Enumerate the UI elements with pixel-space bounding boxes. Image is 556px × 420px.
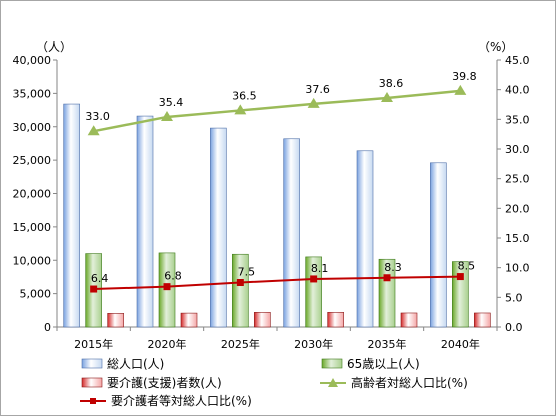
- data-label: 8.1: [311, 262, 329, 275]
- legend-label: 高齢者対総人口比(%): [351, 375, 468, 390]
- legend-label: 要介護者等対総人口比(%): [111, 393, 252, 408]
- bar-3: [180, 312, 198, 328]
- square-marker: [310, 275, 318, 283]
- bar-3: [400, 312, 418, 328]
- square-marker: [163, 283, 171, 291]
- x-tick-label: 2040年: [441, 337, 480, 351]
- triangle-marker: [161, 110, 173, 121]
- legend-marker: [328, 378, 338, 387]
- y-right-tick-label: 0.0: [505, 321, 523, 334]
- y-left-tick-label: 10,000: [13, 254, 52, 267]
- y-left-unit-label: （人）: [36, 40, 72, 54]
- data-label: 36.5: [232, 89, 257, 102]
- bar-3: [254, 312, 271, 328]
- data-label: 35.4: [159, 96, 184, 109]
- triangle-marker: [87, 125, 100, 136]
- triangle-marker: [381, 91, 393, 102]
- legend-label: 65歳以上(人): [347, 357, 420, 371]
- y-left-tick-label: 20,000: [13, 188, 52, 201]
- data-label: 37.6: [305, 83, 330, 96]
- y-right-tick-label: 5.0: [505, 291, 523, 304]
- triangle-marker: [307, 97, 320, 108]
- data-label: 38.6: [379, 77, 404, 90]
- y-left-tick-label: 15,000: [13, 221, 52, 234]
- bar-1: [430, 162, 447, 328]
- square-marker: [383, 274, 391, 282]
- data-label: 33.0: [85, 110, 110, 123]
- bar-2: [378, 258, 396, 328]
- bar-3: [327, 312, 344, 328]
- legend-swatch: [81, 358, 103, 369]
- legend-label: 要介護(支援)者数(人): [107, 375, 222, 390]
- y-left-tick-label: 0: [44, 321, 51, 334]
- y-right-tick-label: 35.0: [505, 113, 530, 126]
- legend-marker: [90, 398, 96, 404]
- data-label: 6.4: [91, 272, 109, 285]
- y-left-tick-label: 25,000: [13, 154, 52, 167]
- bar-3: [107, 313, 124, 328]
- data-label: 8.5: [458, 260, 476, 273]
- y-right-tick-label: 45.0: [505, 54, 530, 67]
- y-right-tick-label: 30.0: [505, 143, 530, 156]
- data-label: 6.8: [164, 270, 182, 283]
- x-tick-label: 2020年: [148, 337, 187, 351]
- data-label: 8.3: [384, 261, 402, 274]
- y-right-tick-label: 15.0: [505, 232, 530, 245]
- x-tick-label: 2015年: [74, 337, 113, 351]
- legend-label: 総人口(人): [107, 357, 164, 371]
- y-left-tick-label: 40,000: [13, 54, 52, 67]
- bar-2: [232, 253, 249, 328]
- y-left-tick-label: 5,000: [20, 288, 52, 301]
- y-right-unit-label: （%）: [478, 40, 513, 54]
- y-right-tick-label: 10.0: [505, 262, 530, 275]
- series-line-1: [93, 89, 461, 133]
- x-tick-label: 2025年: [221, 337, 260, 351]
- data-label: 7.5: [238, 266, 256, 279]
- square-marker: [456, 273, 464, 281]
- y-right-tick-label: 40.0: [505, 84, 530, 97]
- x-tick-label: 2035年: [368, 337, 407, 351]
- bar-2: [452, 261, 469, 328]
- y-left-tick-label: 30,000: [13, 121, 52, 134]
- triangle-marker: [454, 84, 467, 95]
- bar-1: [210, 127, 227, 328]
- legend-swatch: [321, 358, 343, 369]
- square-marker: [236, 279, 244, 286]
- bar-2: [305, 256, 322, 328]
- x-tick-label: 2030年: [294, 337, 333, 351]
- y-right-tick-label: 25.0: [505, 173, 530, 186]
- data-label: 39.8: [452, 70, 477, 83]
- y-left-tick-label: 35,000: [13, 87, 52, 100]
- series-line-2: [93, 275, 461, 291]
- triangle-marker: [234, 104, 247, 115]
- bar-3: [474, 312, 491, 328]
- y-right-tick-label: 20.0: [505, 202, 530, 215]
- bar-1: [356, 150, 374, 328]
- bar-1: [63, 103, 80, 328]
- legend-swatch: [81, 377, 103, 388]
- bar-1: [136, 115, 154, 328]
- square-marker: [90, 285, 98, 293]
